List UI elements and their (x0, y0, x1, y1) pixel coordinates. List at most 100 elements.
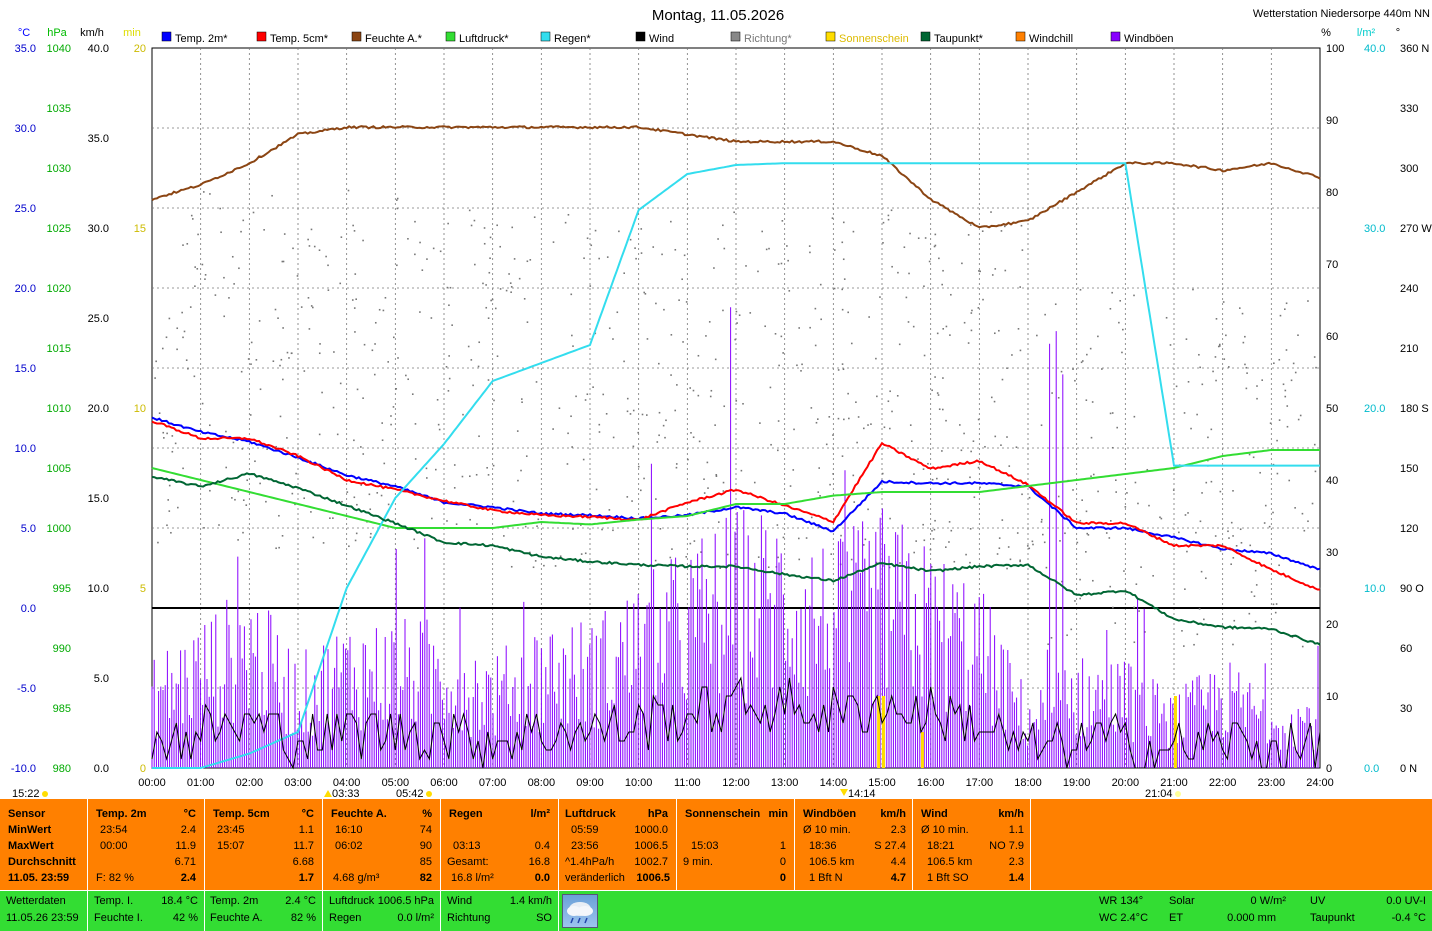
direction-dot (1042, 533, 1044, 536)
time-tick: 20:00 (1112, 777, 1140, 789)
direction-dot (1081, 499, 1083, 501)
time-tick: 12:00 (722, 777, 750, 789)
direction-dot (1000, 230, 1003, 232)
footer-outdoor: Temp. 2m 2.4 °C Feuchte A. 82 % (205, 891, 323, 931)
direction-dot (632, 409, 635, 412)
dir-tick: 240 (1400, 283, 1418, 295)
sonne-max-time: 15:03 (691, 840, 719, 852)
feuchte-max-time: 06:02 (335, 840, 363, 852)
direction-dot (380, 494, 383, 497)
direction-dot (1057, 495, 1060, 498)
direction-dot (447, 222, 449, 225)
direction-dot (757, 270, 759, 273)
direction-dot (396, 197, 399, 200)
min-tick: 5 (140, 583, 146, 595)
direction-dot (852, 474, 855, 477)
direction-dot (469, 518, 471, 521)
direction-dot (934, 244, 937, 247)
time-tick: 05:00 (382, 777, 410, 789)
direction-dot (1195, 531, 1197, 534)
direction-dot (1045, 566, 1048, 569)
direction-dot (250, 363, 252, 365)
direction-dot (612, 338, 614, 340)
direction-dot (277, 317, 279, 319)
direction-dot (927, 462, 929, 465)
direction-dot (841, 241, 844, 244)
direction-dot (797, 537, 800, 540)
temp-tick: -5.0 (17, 683, 36, 695)
temp-tick: 35.0 (15, 43, 36, 55)
direction-dot (896, 394, 899, 397)
direction-dot (1284, 395, 1287, 398)
direction-dot (832, 473, 834, 475)
legend-swatch (540, 31, 551, 42)
direction-dot (929, 548, 932, 551)
direction-dot (817, 491, 820, 493)
direction-dot (1133, 415, 1136, 418)
pct-tick: 60 (1326, 331, 1338, 343)
direction-dot (209, 489, 211, 492)
time-tick: 21:00 (1160, 777, 1188, 789)
direction-dot (478, 435, 480, 438)
sunshine-bar (877, 696, 881, 768)
direction-dot (204, 278, 206, 280)
direction-dot (532, 566, 535, 569)
direction-dot (949, 334, 951, 336)
direction-dot (1245, 387, 1248, 390)
direction-dot (675, 466, 678, 469)
direction-dot (656, 441, 659, 443)
direction-dot (1006, 367, 1008, 369)
direction-dot (841, 288, 844, 291)
direction-dot (1301, 645, 1304, 648)
direction-dot (891, 410, 893, 413)
direction-dot (586, 237, 589, 240)
direction-dot (669, 556, 672, 559)
stats-temp5cm: Temp. 5cm °C 23:45 1.1 15:07 11.7 6.68 1… (205, 799, 323, 890)
direction-dot (449, 286, 452, 289)
direction-dot (491, 298, 494, 301)
direction-dot (1294, 507, 1296, 509)
direction-dot (764, 325, 766, 328)
rain-tick: 40.0 (1364, 43, 1385, 55)
direction-dot (749, 312, 752, 314)
direction-dot (559, 555, 562, 558)
direction-dot (1146, 468, 1149, 471)
direction-dot (1085, 510, 1088, 513)
direction-dot (295, 472, 297, 475)
direction-dot (1319, 587, 1321, 590)
moonset-icon (840, 789, 848, 796)
direction-dot (777, 449, 779, 452)
temp2m-unit: °C (183, 808, 196, 820)
direction-dot (690, 432, 692, 434)
direction-dot (1297, 334, 1299, 337)
direction-dot (897, 271, 899, 274)
dir-tick: 180 S (1400, 403, 1429, 415)
direction-dot (1060, 370, 1063, 373)
direction-dot (1066, 634, 1068, 637)
direction-dot (395, 388, 398, 390)
direction-dot (1140, 566, 1142, 568)
statistics-panel: Sensor MinWert MaxWert Durchschnitt 11.0… (0, 799, 1432, 890)
direction-dot (518, 277, 521, 280)
uv-value: 0.0 UV-I (1386, 895, 1426, 907)
direction-dot (470, 224, 473, 227)
direction-dot (689, 542, 692, 545)
direction-dot (887, 400, 890, 403)
direction-dot (1019, 559, 1021, 562)
direction-dot (191, 218, 194, 220)
legend-label: Temp. 5cm* (270, 33, 329, 45)
direction-dot (969, 224, 972, 226)
direction-dot (991, 274, 994, 276)
direction-dot (637, 431, 639, 434)
direction-dot (1178, 531, 1180, 534)
dir-tick: 270 W (1400, 223, 1432, 235)
direction-dot (793, 428, 795, 431)
kmh-tick: 0.0 (94, 763, 109, 775)
direction-dot (734, 338, 736, 341)
legend-swatch (825, 31, 836, 42)
direction-dot (405, 374, 407, 377)
legend-swatch (445, 31, 456, 42)
direction-dot (909, 424, 912, 426)
stats-feuchte: Feuchte A. % 16:10 74 06:02 90 85 4.68 g… (323, 799, 441, 890)
direction-dot (432, 247, 435, 250)
